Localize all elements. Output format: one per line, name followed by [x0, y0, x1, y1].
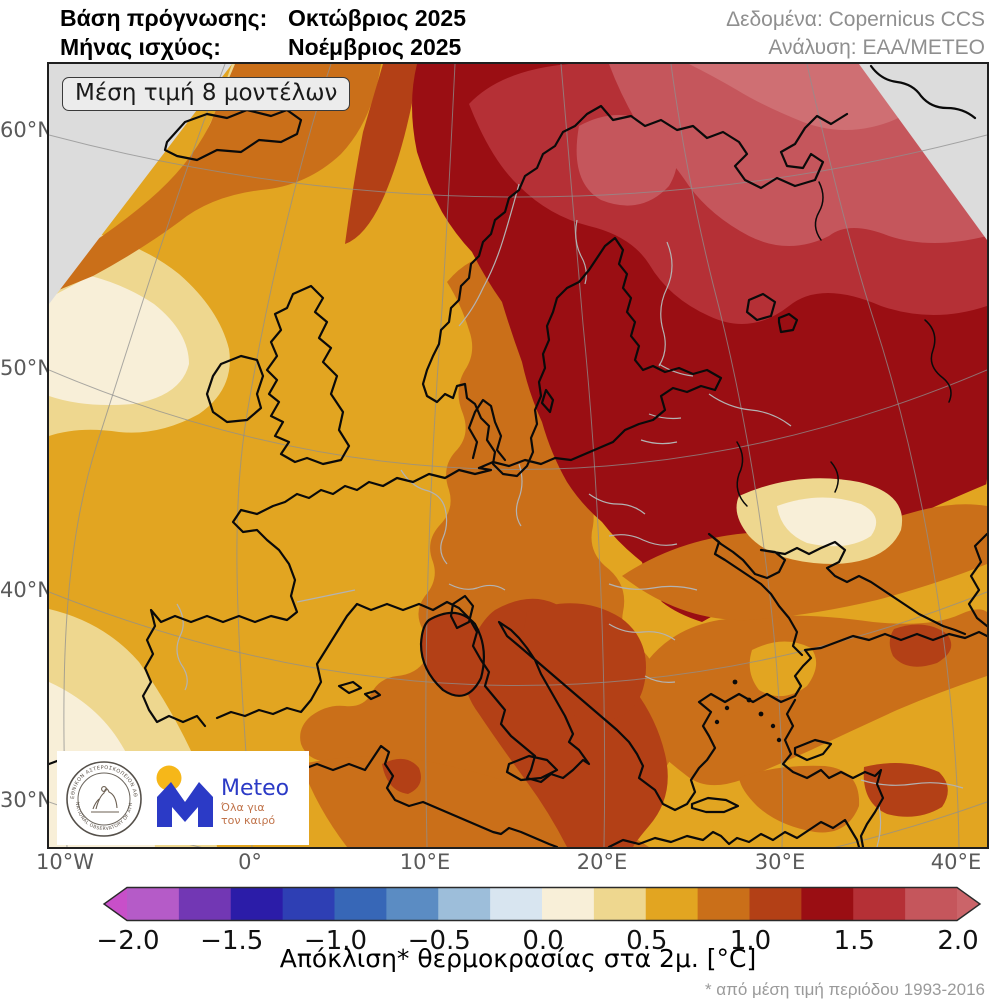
- lon-label-20e: 20°E: [576, 850, 628, 874]
- model-mean-label: Μέση τιμή 8 μοντέλων: [62, 77, 351, 111]
- colorbar: [102, 886, 982, 922]
- colorbar-footnote: * από μέση τιμή περιόδου 1993-2016: [704, 980, 985, 999]
- lat-label-50n: 50°N: [0, 356, 53, 380]
- meteo-m-icon: [157, 782, 213, 827]
- colorbar-under-arrow: [104, 887, 127, 921]
- colorbar-segment: [801, 887, 854, 921]
- colorbar-segment: [178, 887, 232, 921]
- meteo-wordmark: Meteo: [221, 776, 289, 801]
- colorbar-tick-label: 1.5: [833, 926, 875, 956]
- colorbar-segment: [905, 887, 958, 921]
- colorbar-segment: [438, 887, 491, 921]
- observatory-seal: ΕΘΝΙΚΟΝ ΑΣΤΕΡΟΣΚΟΠΕΙΟΝ ΑΘΗΝΩΝ NATIONAL O…: [63, 755, 142, 837]
- colorbar-segment: [853, 887, 906, 921]
- colorbar-tick-label: 2.0: [937, 926, 979, 956]
- analysis-line: Ανάλυση: ΕΑΑ/ΜΕΤΕΟ: [768, 36, 985, 59]
- logo-box: ΕΘΝΙΚΟΝ ΑΣΤΕΡΟΣΚΟΠΕΙΟΝ ΑΘΗΝΩΝ NATIONAL O…: [57, 751, 309, 845]
- lat-label-40n: 40°N: [0, 578, 53, 602]
- colorbar-segment: [645, 887, 699, 921]
- colorbar-tick-label: −1.5: [200, 926, 264, 956]
- colorbar-over-arrow: [957, 887, 980, 921]
- lon-label-30e: 30°E: [754, 850, 806, 874]
- meteo-tagline-2: τον καιρό: [221, 814, 275, 827]
- header-right: Δεδομένα: Copernicus CCS Ανάλυση: ΕΑΑ/ΜΕ…: [726, 6, 985, 62]
- europe-map: [49, 64, 987, 847]
- meteo-sun-icon: [156, 765, 182, 791]
- colorbar-tick-label: 0.5: [626, 926, 668, 956]
- lon-label-10e: 10°E: [399, 850, 451, 874]
- colorbar-segment: [542, 887, 595, 921]
- colorbar-tick-label: −0.5: [407, 926, 471, 956]
- coastlines: [49, 64, 987, 847]
- header-left: Βάση πρόγνωσης: Οκτώβριος 2025 Μήνας ισχύ…: [60, 4, 466, 62]
- colorbar-segment: [127, 887, 180, 921]
- forecast-base-label: Βάση πρόγνωσης:: [60, 5, 268, 31]
- colorbar-tick-label: −1.0: [303, 926, 368, 956]
- graticule-lines: [49, 64, 987, 847]
- lon-label-0: 0°: [238, 850, 262, 874]
- valid-month-value: Νοέμβριος 2025: [288, 34, 462, 60]
- colorbar-segment: [749, 887, 802, 921]
- forecast-base-value: Οκτώβριος 2025: [288, 5, 466, 31]
- meteo-logo: Meteo Όλα για τον καιρό: [156, 765, 289, 827]
- map-figure: Μέση τιμή 8 μοντέλων ΕΘΝΙΚΟΝ ΑΣΤΕΡΟΣΚΟΠΕ…: [47, 62, 989, 849]
- forecast-base-line: Βάση πρόγνωσης: Οκτώβριος 2025: [60, 4, 466, 33]
- colorbar-tick-label: 0.0: [522, 926, 564, 956]
- valid-month-line: Μήνας ισχύος: Νοέμβριος 2025: [60, 33, 466, 62]
- lon-label-10w: 10°W: [36, 850, 94, 874]
- anomaly-regions: [49, 64, 987, 847]
- colorbar-title: Απόκλιση* θερμοκρασίας στα 2μ. [°C]: [279, 944, 757, 973]
- colorbar-outline: [102, 886, 982, 922]
- lat-label-60n: 60°N: [0, 118, 53, 142]
- colorbar-segment: [697, 887, 751, 921]
- seal-figures-icon: [91, 786, 119, 813]
- colorbar-segment: [386, 887, 439, 921]
- colorbar-segment: [593, 887, 647, 921]
- valid-month-label: Μήνας ισχύος:: [60, 34, 221, 60]
- meteo-tagline-1: Όλα για: [220, 801, 265, 814]
- data-source-line: Δεδομένα: Copernicus CCS: [726, 8, 985, 31]
- colorbar-tick-label: −2.0: [96, 926, 160, 956]
- colorbar-segment: [282, 887, 336, 921]
- colorbar-tick-label: 1.0: [729, 926, 772, 956]
- lat-label-30n: 30°N: [0, 788, 53, 812]
- colorbar-segment: [334, 887, 387, 921]
- lon-label-40e: 40°E: [930, 850, 982, 874]
- colorbar-segment: [230, 887, 284, 921]
- colorbar-segment: [490, 887, 543, 921]
- country-borders: [176, 183, 964, 847]
